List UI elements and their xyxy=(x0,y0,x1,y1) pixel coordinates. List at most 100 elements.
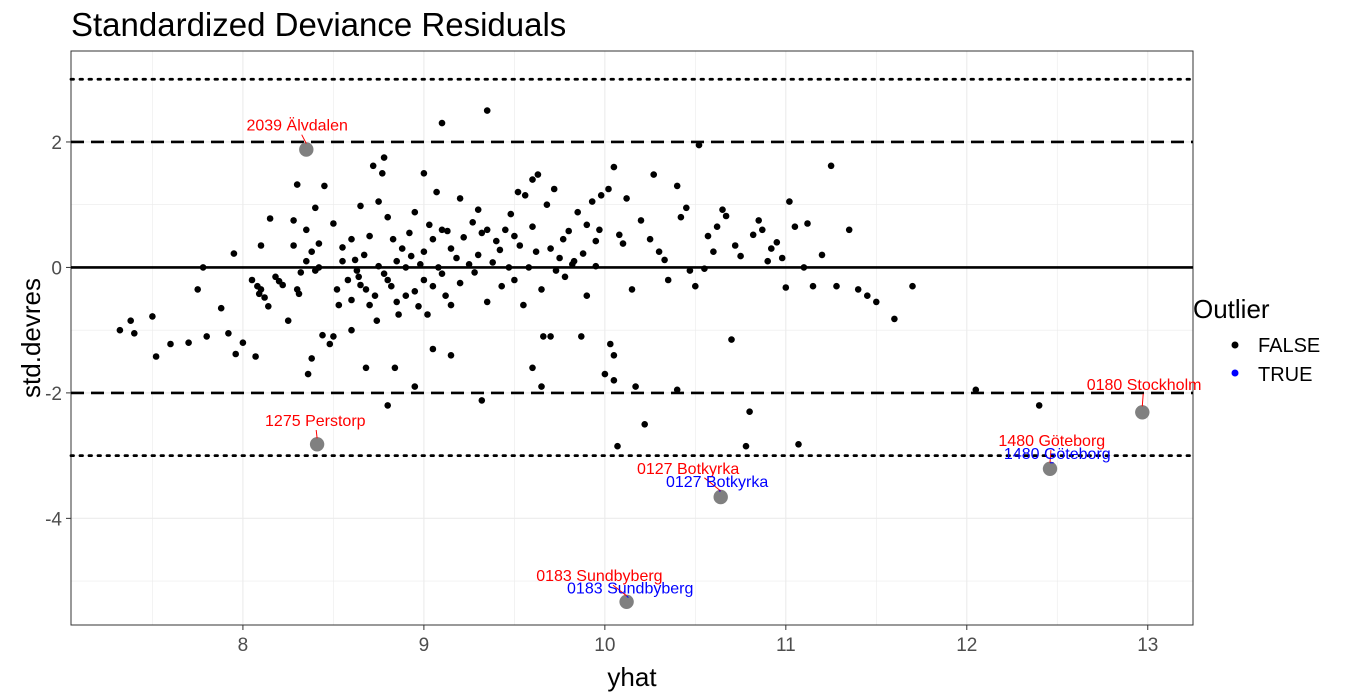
y-axis: -4 -2 0 2 xyxy=(45,133,71,530)
data-point xyxy=(827,162,835,170)
data-point xyxy=(261,294,268,301)
data-point xyxy=(529,176,536,183)
y-tick-label: -2 xyxy=(45,384,62,405)
data-point xyxy=(442,292,449,300)
y-tick-label: 0 xyxy=(51,258,62,279)
data-point xyxy=(366,232,373,240)
data-point xyxy=(384,276,392,284)
data-point xyxy=(393,298,401,306)
x-tick-label: 10 xyxy=(594,635,615,656)
data-point xyxy=(456,279,464,287)
data-point xyxy=(438,270,446,278)
data-point xyxy=(152,353,160,360)
data-point xyxy=(677,213,685,221)
data-point xyxy=(225,330,232,337)
data-point xyxy=(704,232,712,240)
data-point xyxy=(474,251,482,259)
data-point xyxy=(330,220,337,227)
x-axis: 8 9 10 11 12 13 xyxy=(238,625,1158,656)
annotation-label: 0183 Sundbyberg xyxy=(536,568,662,585)
data-point xyxy=(116,326,124,334)
data-point xyxy=(664,276,672,284)
annotation-label: 0183 Sundbyberg xyxy=(567,581,693,598)
data-point xyxy=(353,267,361,274)
annotation-leader xyxy=(1141,393,1144,407)
data-point xyxy=(547,245,554,252)
data-point xyxy=(592,237,600,245)
data-point xyxy=(471,269,478,276)
data-point xyxy=(272,273,279,281)
data-point xyxy=(344,276,352,284)
data-point xyxy=(498,282,506,290)
annotation-label: 0180 Stockholm xyxy=(1087,377,1202,394)
data-point xyxy=(833,282,840,290)
highlighted-point xyxy=(1042,461,1058,476)
data-point xyxy=(673,386,681,394)
data-point xyxy=(646,235,654,243)
data-point xyxy=(304,370,312,378)
data-point xyxy=(550,185,558,193)
data-point xyxy=(742,442,750,450)
data-point xyxy=(127,317,134,325)
data-point xyxy=(357,202,364,210)
data-point xyxy=(773,239,781,246)
data-point xyxy=(514,188,522,196)
data-point xyxy=(547,333,554,340)
data-point xyxy=(406,229,413,237)
data-point xyxy=(389,235,397,243)
data-point xyxy=(395,311,402,318)
data-point xyxy=(579,250,587,257)
data-point xyxy=(384,213,392,221)
data-point xyxy=(623,195,630,202)
data-point xyxy=(719,206,726,213)
data-point xyxy=(529,364,536,372)
data-point xyxy=(380,270,388,278)
data-point xyxy=(489,259,497,266)
data-point xyxy=(398,245,406,252)
data-point xyxy=(469,219,477,226)
legend: Outlier FALSE TRUE xyxy=(1193,294,1320,386)
data-point xyxy=(764,257,771,265)
data-point xyxy=(375,198,382,205)
data-point xyxy=(293,181,301,188)
data-point xyxy=(435,264,442,271)
data-point xyxy=(402,292,410,300)
data-point xyxy=(795,441,802,448)
data-point xyxy=(232,350,239,358)
data-point xyxy=(596,226,603,234)
data-point xyxy=(722,212,730,220)
data-point xyxy=(303,257,310,265)
data-point xyxy=(348,235,355,243)
data-point xyxy=(1035,402,1043,409)
data-point xyxy=(607,340,614,348)
legend-key-true xyxy=(1231,369,1239,377)
highlighted-points xyxy=(299,142,1150,609)
data-point xyxy=(393,257,401,265)
data-point xyxy=(570,257,578,265)
data-point xyxy=(420,170,428,177)
data-point xyxy=(194,286,201,293)
data-point xyxy=(782,284,790,291)
data-point xyxy=(456,195,464,202)
annotation-label: 1480 Göteborg xyxy=(998,433,1105,450)
data-point xyxy=(429,235,437,243)
data-point xyxy=(578,333,585,340)
x-tick-label: 9 xyxy=(419,635,430,656)
chart-title: Standardized Deviance Residuals xyxy=(71,6,567,43)
data-point xyxy=(279,281,287,289)
data-point xyxy=(592,262,600,270)
data-point xyxy=(525,264,533,271)
data-point xyxy=(809,282,817,290)
data-point xyxy=(610,163,618,171)
data-point xyxy=(424,311,431,318)
data-point xyxy=(447,301,455,309)
data-point xyxy=(683,204,690,212)
data-point xyxy=(407,252,415,260)
highlighted-point xyxy=(619,594,634,609)
data-point xyxy=(420,248,428,255)
highlighted-point xyxy=(299,142,314,157)
annotation-leader xyxy=(1049,450,1052,463)
data-point xyxy=(444,227,451,235)
highlighted-point xyxy=(309,437,325,452)
